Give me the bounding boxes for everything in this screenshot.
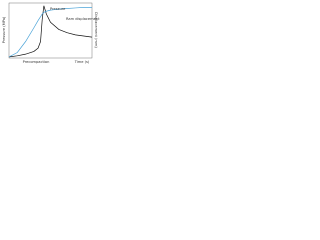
series-line: [8, 7, 92, 58]
legend-label: Pressure: [50, 7, 66, 11]
x-axis-label: Time (s): [74, 60, 90, 64]
chart: Pressure (MPa) Displacement (mm) Time (s…: [2, 2, 100, 64]
annotation: Precompaction: [23, 60, 50, 64]
legend-label: Ram displacement: [66, 17, 100, 21]
plot-frame: [8, 2, 93, 59]
y-axis-label: Pressure (MPa): [2, 16, 6, 43]
series-line: [8, 5, 93, 58]
y2-axis-label: Displacement (mm): [94, 12, 98, 48]
